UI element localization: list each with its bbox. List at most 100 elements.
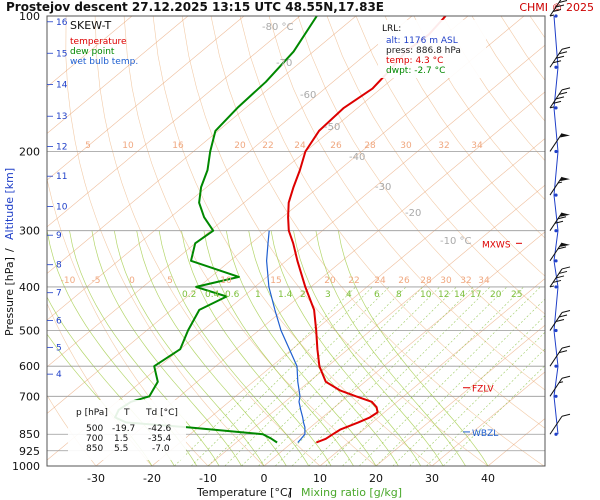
mixing-label-mid: 28 [420,276,432,286]
altitude-tick-label: 13 [56,112,67,122]
x-axis-title: Temperature [°C] / Mixing ratio [g/kg] [196,486,402,499]
chart-title: Prostejov descent 27.12.2025 13:15 UTC 4… [6,0,384,14]
pressure-tick-label: 925 [19,445,40,458]
altitude-tick-label: 11 [56,172,67,182]
isotherm-label: -50 [324,122,340,133]
isotherm-label: -70 [276,58,292,69]
altitude-tick-label: 10 [56,202,68,212]
moist-adiabat [158,230,310,466]
plot-frame [46,15,546,467]
lrl-alt: alt: 1176 m ASL [386,36,458,46]
pressure-tick-label: 200 [19,145,40,158]
pressure-tick-label: 850 [19,428,40,441]
table-row-0-p: 500 [86,424,103,434]
mixing-label-high: 30 [400,141,412,151]
mixing-label-high: 32 [438,141,449,151]
mixing-label-mid: 24 [374,276,386,286]
altitude-tick-label: 9 [56,231,62,241]
mixing-ratio-label: 4 [346,290,352,300]
mixing-label-high: 20 [234,141,246,151]
dry-adiabat [384,16,545,239]
mixing-ratio-line [308,286,491,466]
isotherm-line [95,91,545,466]
ylabel-pressure: Pressure [hPa] [3,257,16,336]
mixing-label-mid: 26 [398,276,410,286]
isotherm-line [47,16,301,228]
pressure-tick-label: 400 [19,281,40,294]
moist-adiabat [203,230,354,466]
isotherm-line [47,16,413,321]
table-row-0-t: -19.7 [112,424,135,434]
dry-adiabat [413,16,545,201]
lrl-heading: LRL: [382,24,401,34]
x-tick-label: -20 [143,472,161,485]
isotherm-line [263,231,545,466]
wind-barb [549,87,571,110]
x-tick-label: 10 [313,472,327,485]
mixing-ratio-label: 12 [438,290,449,300]
mixing-ratio-label: 8 [396,290,402,300]
ylabel-sep: / [3,248,16,252]
table-header-p: p [hPa] [76,408,108,418]
mixing-label-mid: -10 [61,276,76,286]
wetbulb-line [266,230,306,443]
mixing-ratio-line [174,286,356,466]
mixing-label-high: 24 [294,141,306,151]
mixing-ratio-line [342,286,524,466]
table-row-1-t: 1.5 [114,434,128,444]
altitude-tick-label: 12 [56,143,67,153]
ylabel-alt: Altitude [km] [3,168,16,240]
altitude-tick-label: 14 [56,81,68,91]
mixing-label-high: 10 [122,141,134,151]
mixing-ratio-label: 0.4 [205,290,220,300]
table-row-2-p: 850 [86,444,103,454]
mixing-ratio-line [190,286,373,466]
guide-labels: -80 °C-70-60-50-40-30-20-10 °C0.2 0.4 0.6 1… [61,22,523,300]
moist-adiabat [248,230,399,466]
mixing-label-mid: 20 [324,276,336,286]
legend-temperature: temperature [70,37,127,47]
altitude-tick-label: 15 [56,49,67,59]
mixing-label-high: 26 [330,141,342,151]
pressure-tick-labels: 100 200 300 400 500 600 700 850 925 1000 [12,10,40,473]
mixing-ratio-label: 20 [490,290,502,300]
copyright-label: CHMI © 2025 [519,1,594,14]
mixing-ratio-line [258,286,440,466]
altitude-tick-labels: 4 5 6 7 8 9 10 11 12 13 14 15 16 [47,18,68,380]
x-tick-label: 0 [261,472,268,485]
mixing-ratio-label: 6 [374,290,380,300]
moist-adiabat [337,230,489,466]
x-tick-labels: -30 -20 -10 0 10 20 30 40 [87,472,495,485]
wind-barb [549,345,571,368]
moist-adiabat [69,230,220,466]
mixing-label-high: 28 [364,141,376,151]
mixing-ratio-label: 1 [255,290,261,300]
table-row-0-td: -42.6 [148,424,172,434]
x-tick-label: 40 [481,472,495,485]
altitude-tick-label: 8 [56,261,62,271]
wind-barb [549,133,570,154]
mixing-ratio-label: 0.2 [182,290,196,300]
lrl-press: press: 886.8 hPa [386,46,461,56]
legend-wetbulb: wet bulb temp. [70,57,138,67]
pressure-tick-label: 500 [19,325,40,338]
pressure-tick-label: 300 [19,225,40,238]
wind-barb [549,46,571,69]
mixing-ratio-line [325,286,508,466]
mixing-ratio-label: 14 [454,290,466,300]
table-header-td: Td [°C] [145,408,178,418]
legend-dewpoint: dew point [70,47,115,57]
mixing-label-high: 16 [172,141,184,151]
lrl-temp: temp: 4.3 °C [386,56,443,66]
mixing-ratio-line [358,286,541,466]
wind-barb [549,0,568,18]
mixing-label-mid: 30 [440,276,452,286]
mixing-label-mid: 5 [167,276,173,286]
dry-adiabat [268,16,545,391]
isotherm-line [47,44,545,461]
mixing-ratio-label: 10 [420,290,432,300]
mixing-label-high: 34 [471,141,483,151]
x-tick-label: 30 [425,472,439,485]
mixing-ratio-label: 2 [300,290,306,300]
